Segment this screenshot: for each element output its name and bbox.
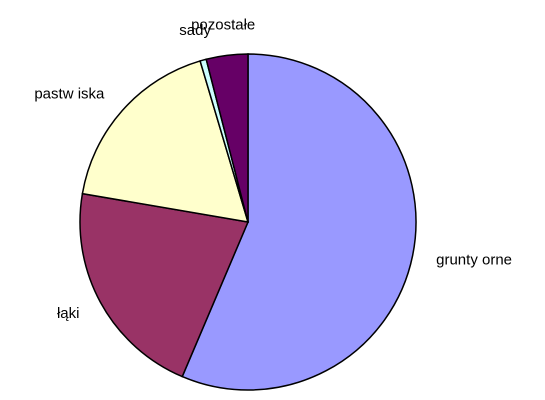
slice-label: sady (179, 22, 211, 39)
pie-slice (79, 192, 250, 378)
pie-slice (181, 53, 417, 391)
slice-label: pozostałe (191, 17, 255, 34)
slice-label: pastw iska (34, 86, 105, 103)
pie-slice (205, 53, 249, 223)
slice-label: grunty orne (436, 251, 512, 268)
slice-label: łąki (57, 305, 80, 322)
pie-slice (81, 60, 250, 223)
